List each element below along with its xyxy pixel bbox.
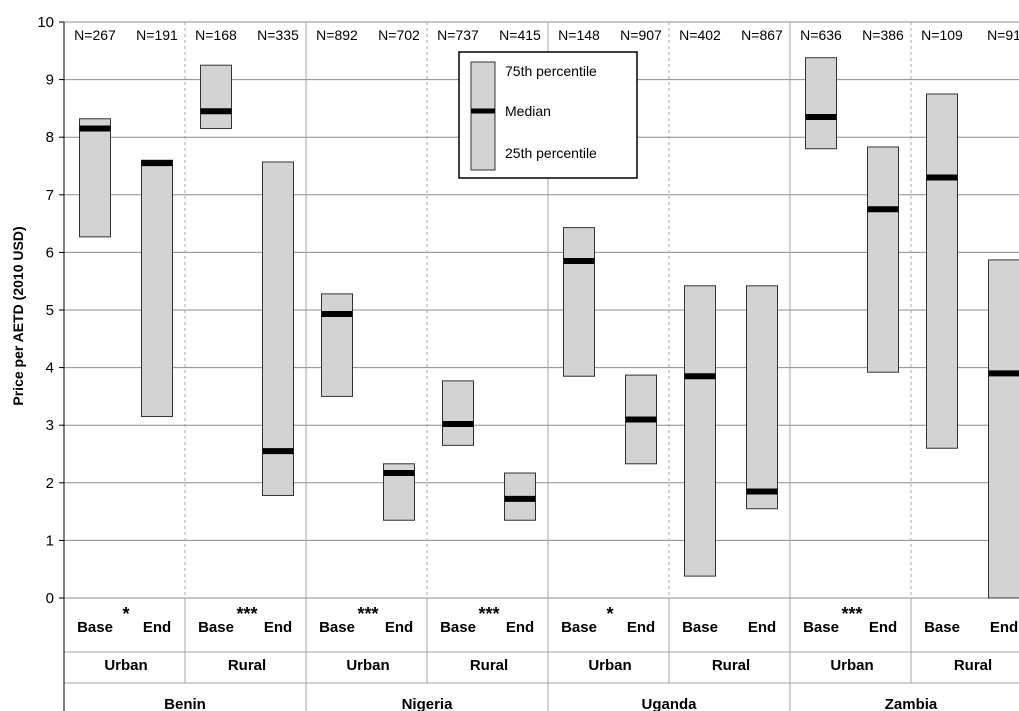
n-label: N=636 (800, 27, 842, 43)
period-label: Base (77, 619, 113, 636)
period-label: Base (198, 619, 234, 636)
legend-box-swatch (470, 61, 496, 171)
box-iqr (200, 64, 232, 130)
y-tick-label: 0 (46, 590, 54, 607)
y-tick-label: 7 (46, 187, 54, 204)
period-label: End (869, 619, 897, 636)
area-label: Urban (830, 657, 873, 674)
box-iqr (321, 293, 353, 397)
box-iqr (988, 259, 1019, 599)
area-label: Rural (470, 657, 508, 674)
box-iqr (141, 159, 173, 418)
n-label: N=335 (257, 27, 299, 43)
period-label: Base (924, 619, 960, 636)
y-axis: 0 1 2 3 4 5 6 7 8 9 10 (37, 14, 65, 711)
country-label: Uganda (641, 696, 697, 711)
area-label: Urban (346, 657, 389, 674)
period-label: Base (682, 619, 718, 636)
box-iqr (684, 285, 716, 577)
country-label: Zambia (885, 696, 938, 711)
period-label: End (143, 619, 171, 636)
n-label: N=386 (862, 27, 904, 43)
n-label: N=702 (378, 27, 420, 43)
n-label: N=91 (987, 27, 1019, 43)
significance-marker: *** (478, 604, 499, 624)
period-label: End (748, 619, 776, 636)
box-iqr (563, 227, 595, 377)
significance-marker: *** (841, 604, 862, 624)
n-label: N=109 (921, 27, 963, 43)
n-label: N=168 (195, 27, 237, 43)
significance-marker: *** (236, 604, 257, 624)
significance-marker: * (122, 604, 129, 624)
box-iqr (867, 146, 899, 373)
area-label: Rural (228, 657, 266, 674)
n-label: N=892 (316, 27, 358, 43)
box-iqr (805, 57, 837, 150)
group-separators (64, 22, 1019, 711)
box-iqr (79, 118, 111, 238)
n-label: N=907 (620, 27, 662, 43)
n-label: N=737 (437, 27, 479, 43)
n-label: N=191 (136, 27, 178, 43)
box-iqr (926, 93, 958, 449)
y-tick-label: 8 (46, 129, 54, 146)
y-tick-label: 3 (46, 417, 54, 434)
period-label: End (506, 619, 534, 636)
country-label: Benin (164, 696, 206, 711)
y-axis-label: Price per AETD (2010 USD) (10, 226, 26, 405)
y-tick-label: 10 (37, 14, 54, 31)
legend-label-25th: 25th percentile (505, 145, 597, 161)
n-label: N=267 (74, 27, 116, 43)
legend-label-median: Median (505, 103, 551, 119)
y-tick-label: 1 (46, 532, 54, 549)
significance-marker: *** (357, 604, 378, 624)
period-label: Base (561, 619, 597, 636)
period-label: End (385, 619, 413, 636)
country-label: Nigeria (402, 696, 454, 711)
y-tick-label: 9 (46, 72, 54, 89)
box-iqr (262, 161, 294, 496)
y-tick-label: 6 (46, 244, 54, 261)
y-tick-label: 4 (46, 360, 54, 377)
period-label: Base (440, 619, 476, 636)
n-label: N=415 (499, 27, 541, 43)
period-label: Base (803, 619, 839, 636)
box-iqr (746, 285, 778, 510)
period-label: End (264, 619, 292, 636)
area-label: Urban (588, 657, 631, 674)
area-label: Rural (954, 657, 992, 674)
box-iqr (442, 380, 474, 446)
boxes (79, 57, 1019, 599)
n-label: N=867 (741, 27, 783, 43)
n-label: N=402 (679, 27, 721, 43)
period-label: Base (319, 619, 355, 636)
significance-marker: * (606, 604, 613, 624)
n-label: N=148 (558, 27, 600, 43)
legend: 75th percentile Median 25th percentile (458, 51, 638, 179)
period-label: End (627, 619, 655, 636)
area-label: Urban (104, 657, 147, 674)
category-labels: N=267 Base N=191 End N=168 Base N=335 End N=892 B… (74, 27, 1019, 711)
y-tick-label: 5 (46, 302, 54, 319)
period-label: End (990, 619, 1018, 636)
y-tick-label: 2 (46, 475, 54, 492)
area-label: Rural (712, 657, 750, 674)
legend-label-75th: 75th percentile (505, 63, 597, 79)
